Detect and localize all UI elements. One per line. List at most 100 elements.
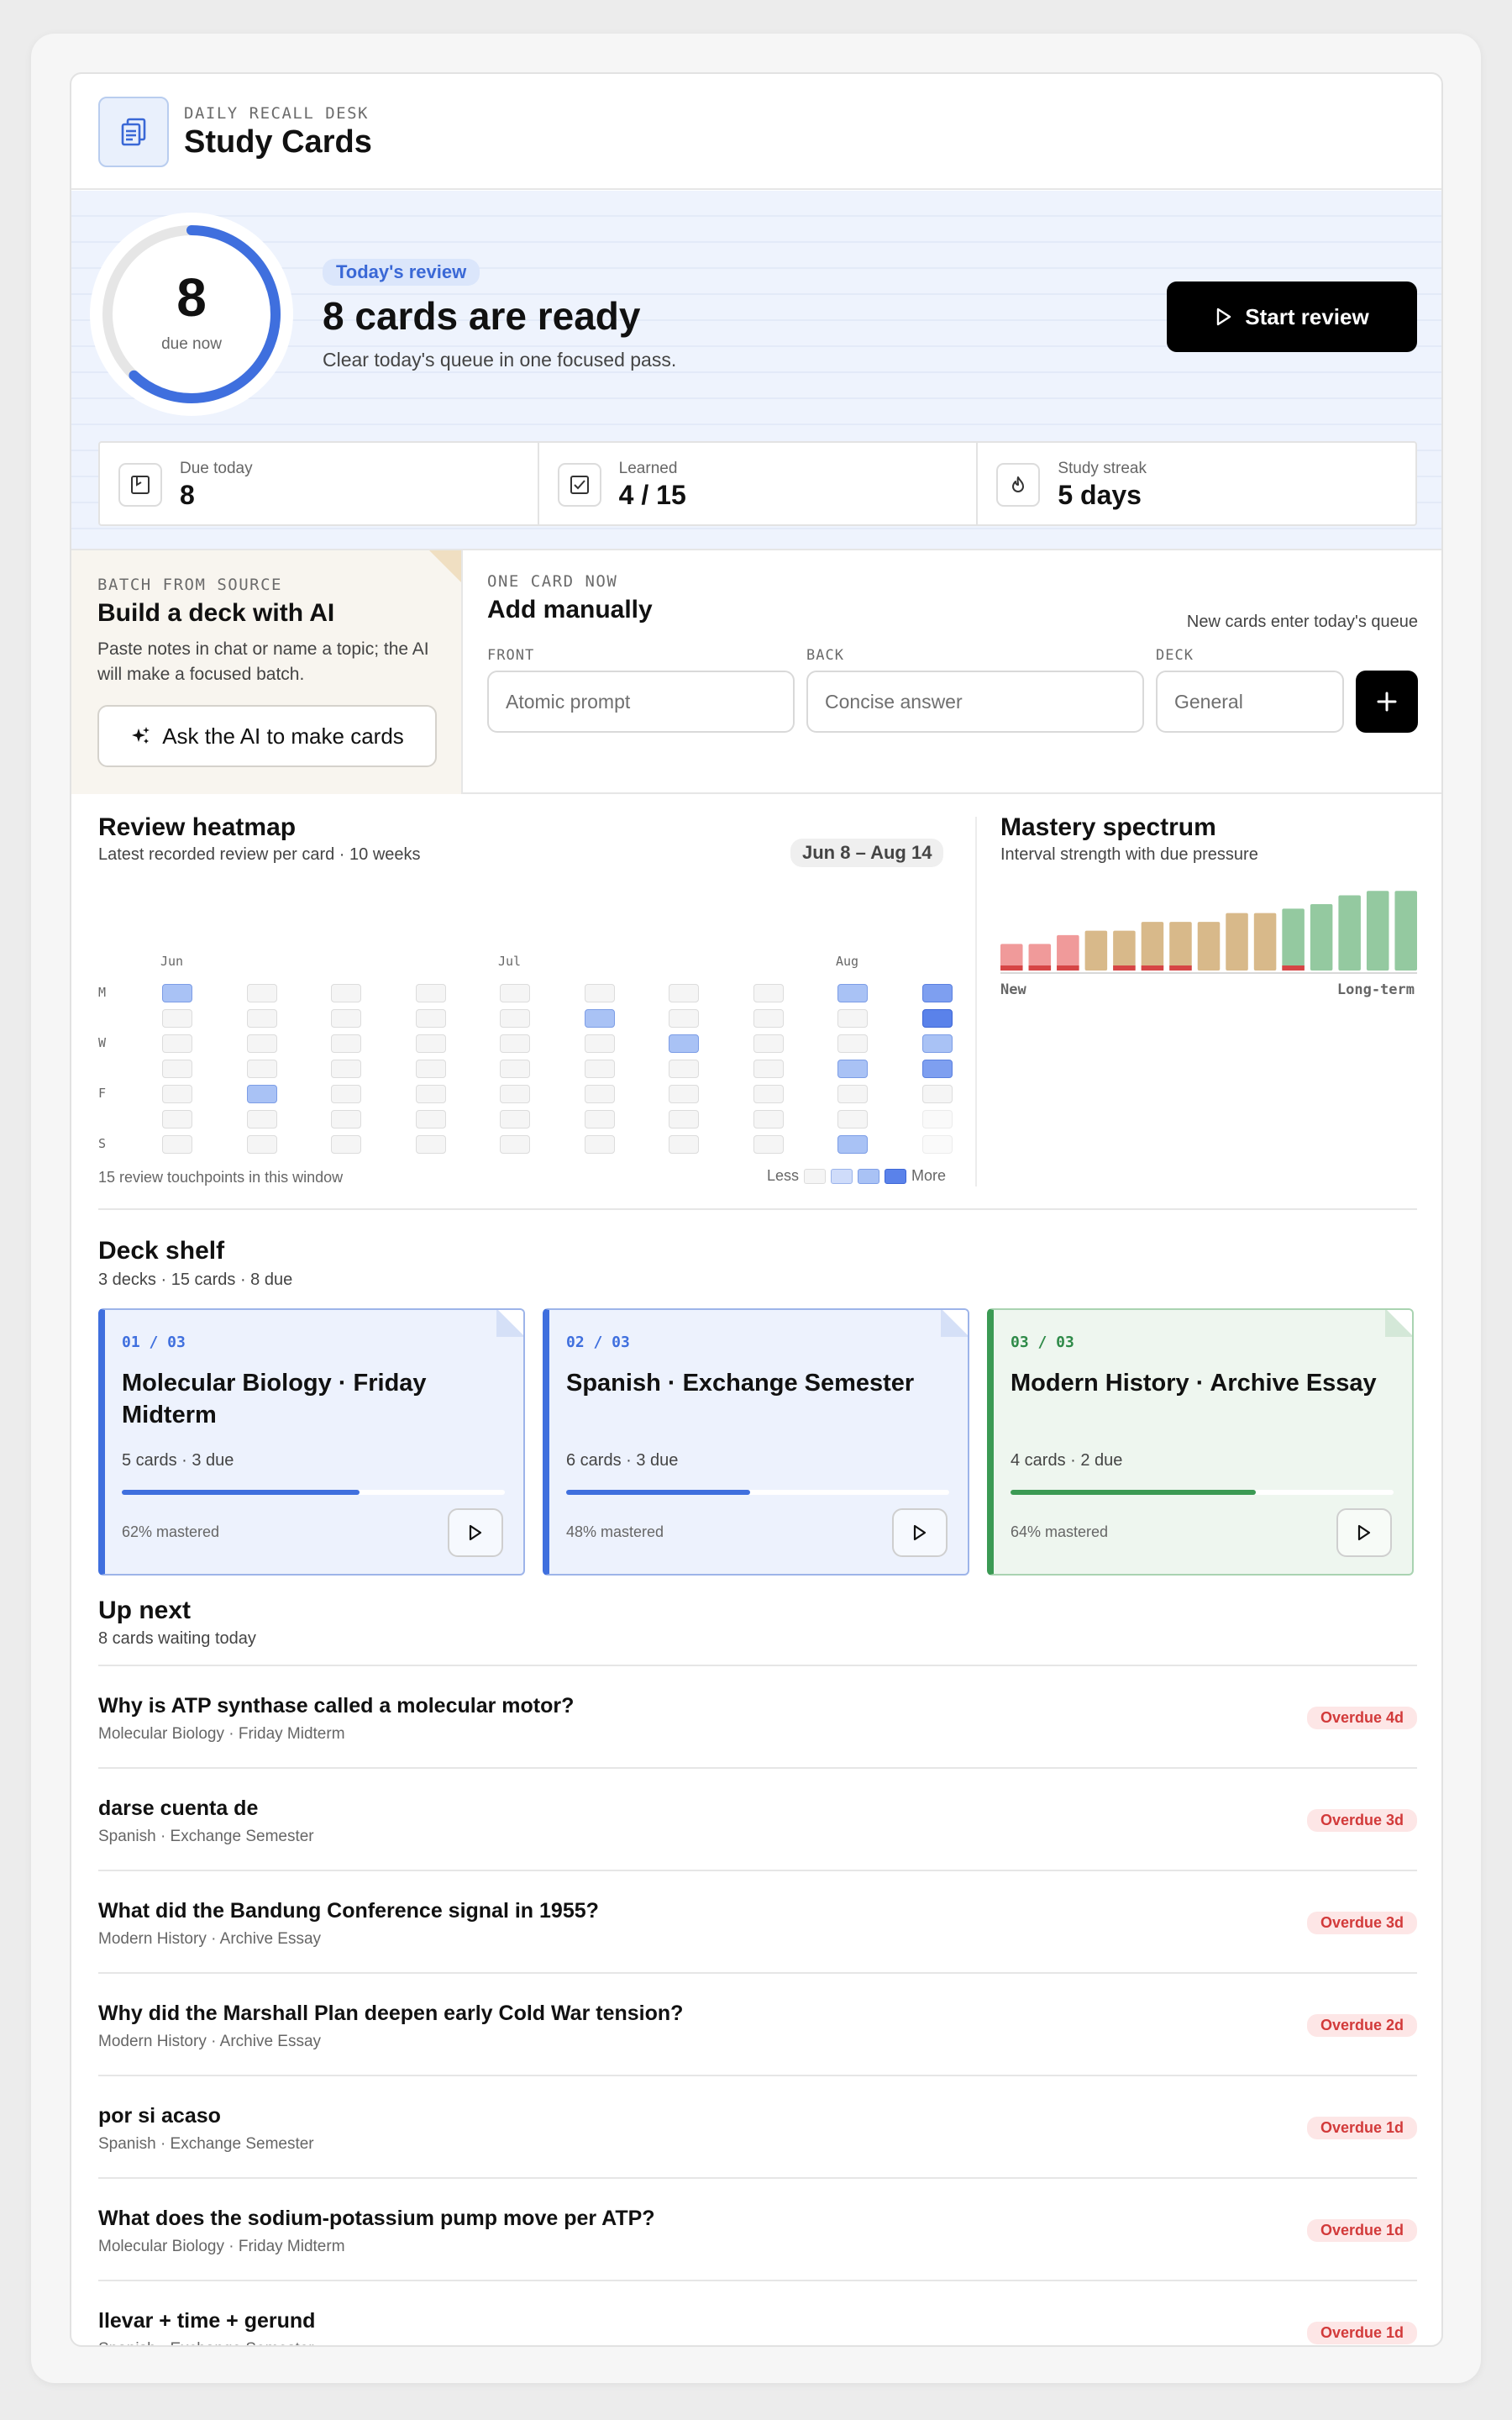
- overdue-badge: Overdue 1d: [1306, 2117, 1417, 2139]
- deck-corner: [941, 1310, 968, 1337]
- deck-shelf-subtitle: 3 decks · 15 cards · 8 due: [98, 1270, 293, 1289]
- sparkle-icon: [132, 727, 150, 744]
- deck-play-button[interactable]: [1336, 1508, 1392, 1557]
- mastery-bar: [1338, 895, 1361, 971]
- heatmap-cell: [753, 1135, 784, 1154]
- card-question: What does the sodium-potassium pump move…: [98, 2207, 655, 2230]
- heatmap-cell: [415, 1085, 446, 1103]
- front-input[interactable]: [487, 671, 795, 733]
- manual-title: Add manually: [487, 596, 653, 623]
- deck-play-button[interactable]: [892, 1508, 948, 1557]
- manual-note: New cards enter today's queue: [1186, 613, 1418, 631]
- today-review-section: 8 due now Today's review 8 cards are rea…: [71, 191, 1441, 550]
- ask-ai-button[interactable]: Ask the AI to make cards: [97, 705, 437, 767]
- heatmap-cell: [584, 1060, 615, 1078]
- back-input[interactable]: [806, 671, 1144, 733]
- list-item[interactable]: por si acaso Spanish · Exchange Semester…: [98, 2076, 1417, 2179]
- list-item[interactable]: What did the Bandung Conference signal i…: [98, 1871, 1417, 1974]
- mastery-bar: [1169, 922, 1192, 971]
- deck-index: 02 / 03: [566, 1334, 630, 1351]
- due-pressure-mark: [1028, 965, 1052, 971]
- deck-title: Molecular Biology · Friday Midterm: [122, 1370, 427, 1428]
- deck-meta: 6 cards · 3 due: [566, 1451, 679, 1470]
- heatmap-title: Review heatmap: [98, 813, 297, 841]
- heatmap-cell: [921, 1135, 953, 1154]
- card-question: darse cuenta de: [98, 1797, 259, 1820]
- card-deck: Spanish · Exchange Semester: [98, 2135, 314, 2153]
- heatmap-cell: [415, 1009, 446, 1028]
- mastery-bar: [1394, 891, 1417, 971]
- overdue-badge: Overdue 3d: [1306, 1912, 1417, 1934]
- heatmap-cell: [753, 1085, 784, 1103]
- heatmap-cell: [415, 1110, 446, 1128]
- heatmap-cell: [246, 984, 277, 1002]
- mastery-bar: [1000, 944, 1023, 971]
- deck-card[interactable]: 03 / 03 Modern History · Archive Essay 4…: [987, 1308, 1414, 1576]
- heatmap-cell: [500, 1034, 530, 1053]
- deck-card[interactable]: 01 / 03 Molecular Biology · Friday Midte…: [98, 1308, 525, 1576]
- deck-corner: [496, 1310, 523, 1337]
- deck-progress-track: [566, 1490, 949, 1495]
- play-icon: [1217, 308, 1231, 326]
- heatmap-cell: [584, 984, 615, 1002]
- heatmap-cell: [584, 1034, 615, 1053]
- deck-mastered: 48% mastered: [566, 1523, 664, 1540]
- card-deck: Spanish · Exchange Semester: [98, 2340, 314, 2345]
- heatmap-day-label: F: [98, 1086, 107, 1101]
- due-pressure-mark: [1000, 965, 1023, 971]
- heatmap-cell: [331, 1009, 361, 1028]
- deck-mastered: 62% mastered: [122, 1523, 220, 1540]
- deck-mastered: 64% mastered: [1011, 1523, 1109, 1540]
- heatmap-cell: [331, 1060, 361, 1078]
- card-deck: Spanish · Exchange Semester: [98, 1828, 314, 1845]
- start-review-label: Start review: [1245, 303, 1369, 329]
- start-review-button[interactable]: Start review: [1167, 281, 1417, 352]
- play-icon: [913, 1524, 927, 1541]
- manual-eyebrow: ONE CARD NOW: [487, 572, 618, 591]
- deck-shelf-title: Deck shelf: [98, 1237, 225, 1265]
- heatmap-cell: [584, 1009, 615, 1028]
- due-progress-ring: 8 due now: [90, 213, 293, 416]
- heatmap-cell: [921, 1009, 953, 1028]
- ready-subtitle: Clear today's queue in one focused pass.: [323, 349, 677, 371]
- heatmap-cell: [331, 1085, 361, 1103]
- deck-corner: [1385, 1310, 1412, 1337]
- legend-swatch: [831, 1168, 853, 1184]
- heatmap-cell: [415, 984, 446, 1002]
- ring-progress-arc: [102, 225, 281, 403]
- list-item[interactable]: What does the sodium-potassium pump move…: [98, 2179, 1417, 2281]
- list-item[interactable]: Why did the Marshall Plan deepen early C…: [98, 1974, 1417, 2076]
- heatmap-cell: [331, 1135, 361, 1154]
- mastery-bar: [1366, 891, 1389, 971]
- stat-learned: Learned 4 / 15: [539, 443, 979, 524]
- mastery-bar: [1197, 922, 1221, 971]
- deck-play-button[interactable]: [448, 1508, 503, 1557]
- heatmap-cell: [837, 1009, 868, 1028]
- stat-label: Due today: [180, 460, 253, 477]
- deck-card[interactable]: 02 / 03 Spanish · Exchange Semester 6 ca…: [543, 1308, 969, 1576]
- heatmap-cell: [246, 1034, 277, 1053]
- list-item[interactable]: llevar + time + gerund Spanish · Exchang…: [98, 2281, 1417, 2345]
- add-card-button[interactable]: [1356, 671, 1418, 733]
- heatmap-cell: [246, 1135, 277, 1154]
- flame-icon: [996, 463, 1041, 507]
- list-item[interactable]: darse cuenta de Spanish · Exchange Semes…: [98, 1769, 1417, 1871]
- heatmap-cell: [669, 1034, 699, 1053]
- heatmap-cell: [415, 1135, 446, 1154]
- deck-index: 03 / 03: [1011, 1334, 1074, 1351]
- mastery-bar: [1226, 913, 1248, 971]
- heatmap-day-label: W: [98, 1035, 107, 1050]
- deck-progress-fill: [566, 1490, 750, 1495]
- due-pressure-mark: [1113, 965, 1136, 971]
- due-label: due now: [161, 335, 222, 353]
- deck-input[interactable]: [1156, 671, 1344, 733]
- mastery-bar: [1057, 934, 1079, 971]
- plus-icon: [1377, 692, 1397, 712]
- list-item[interactable]: Why is ATP synthase called a molecular m…: [98, 1666, 1417, 1769]
- mastery-label-new: New: [1000, 981, 1026, 998]
- heatmap-cell: [415, 1034, 446, 1053]
- deck-index: 01 / 03: [122, 1334, 186, 1351]
- card-deck: Modern History · Archive Essay: [98, 2033, 322, 2050]
- deck-progress-track: [122, 1490, 505, 1495]
- legend-swatch: [858, 1168, 880, 1184]
